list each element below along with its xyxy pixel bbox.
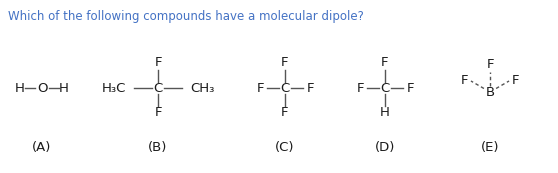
Text: B: B xyxy=(485,85,494,98)
Text: H₃C: H₃C xyxy=(102,81,126,94)
Text: C: C xyxy=(381,81,389,94)
Text: F: F xyxy=(154,57,162,70)
Text: F: F xyxy=(381,57,389,70)
Text: F: F xyxy=(154,107,162,120)
Text: F: F xyxy=(406,81,413,94)
Text: (A): (A) xyxy=(32,142,52,154)
Text: (D): (D) xyxy=(375,142,395,154)
Text: H: H xyxy=(59,81,69,94)
Text: O: O xyxy=(37,81,47,94)
Text: (B): (B) xyxy=(148,142,168,154)
Text: CH₃: CH₃ xyxy=(190,81,214,94)
Text: F: F xyxy=(306,81,314,94)
Text: (E): (E) xyxy=(481,142,499,154)
Text: F: F xyxy=(281,107,288,120)
Text: H: H xyxy=(380,107,390,120)
Text: Which of the following compounds have a molecular dipole?: Which of the following compounds have a … xyxy=(8,10,364,23)
Text: F: F xyxy=(486,58,494,71)
Text: F: F xyxy=(461,75,469,88)
Text: (C): (C) xyxy=(275,142,295,154)
Text: F: F xyxy=(511,75,519,88)
Text: C: C xyxy=(280,81,290,94)
Text: F: F xyxy=(281,57,288,70)
Text: F: F xyxy=(356,81,364,94)
Text: C: C xyxy=(153,81,162,94)
Text: H: H xyxy=(15,81,25,94)
Text: F: F xyxy=(256,81,264,94)
